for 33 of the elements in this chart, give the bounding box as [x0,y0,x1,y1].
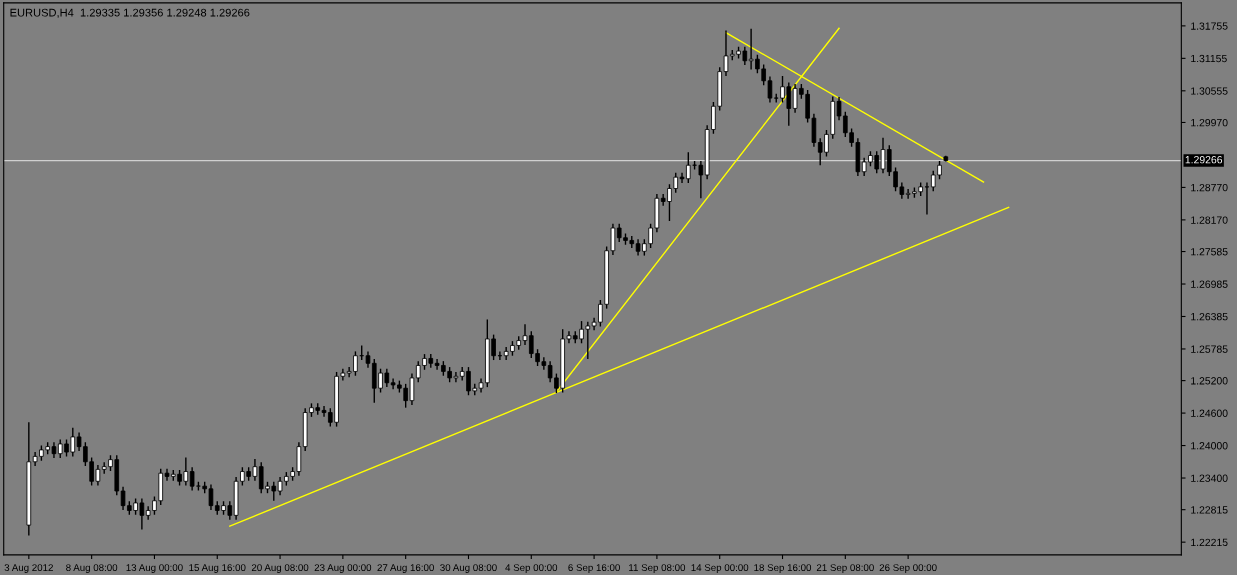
x-tick-label: 30 Aug 08:00 [440,564,497,573]
x-tick-label: 21 Sep 08:00 [816,564,874,573]
y-tick-label: 1.28170 [1191,216,1228,224]
y-tick-label: 1.25785 [1191,345,1228,353]
x-tick-label: 13 Aug 00:00 [126,564,183,573]
x-tick-label: 15 Aug 16:00 [189,564,246,573]
ref-line-label: 1.29266 [1185,155,1223,164]
x-tick-label: 4 Sep 00:00 [505,564,558,573]
x-tick-label: 20 Aug 08:00 [251,564,309,573]
y-tick-label: 1.24600 [1191,409,1228,417]
y-tick-label: 1.26385 [1191,312,1228,321]
y-tick-label: 1.30555 [1191,87,1228,95]
y-tick-label: 1.31155 [1191,54,1227,63]
y-tick-label: 1.29970 [1191,118,1228,127]
x-tick-label: 6 Sep 16:00 [568,564,620,573]
x-tick-label: 11 Sep 08:00 [629,564,686,573]
y-tick-label: 1.22815 [1191,506,1228,514]
x-tick-label: 26 Sep 00:00 [879,564,937,573]
y-tick-label: 1.24000 [1191,442,1228,450]
x-tick-label: 23 Aug 00:00 [314,564,372,573]
y-tick-label: 1.31755 [1191,22,1228,30]
y-tick-label: 1.22215 [1191,538,1228,547]
x-tick-label: 14 Sep 00:00 [691,564,749,573]
x-tick-label: 3 Aug 2012 [4,564,53,573]
chart-title: EURUSD,H4 1.29335 1.29356 1.29248 1.29266 [10,8,250,18]
y-tick-label: 1.26985 [1191,280,1228,288]
y-tick-label: 1.23400 [1191,474,1228,482]
y-tick-label: 1.28770 [1191,183,1228,192]
x-tick-label: 18 Sep 16:00 [754,564,812,573]
y-tick-label: 1.25200 [1191,377,1228,385]
y-tick-label: 1.27585 [1191,248,1228,256]
x-tick-label: 27 Aug 16:00 [377,564,434,573]
x-tick-label: 8 Aug 08:00 [66,564,118,573]
